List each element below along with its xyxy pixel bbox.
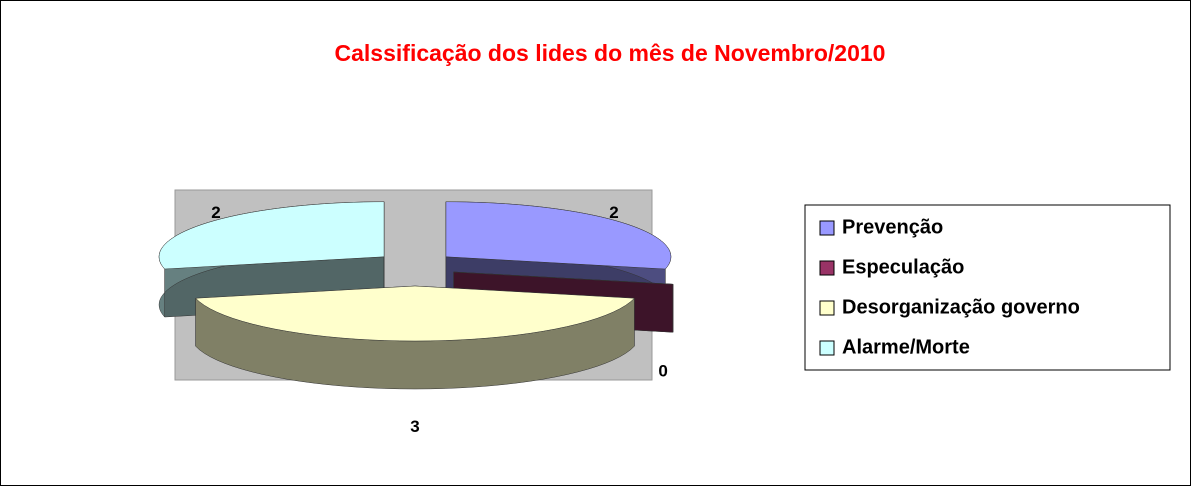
slice-top [158,201,385,270]
legend-swatch [819,220,835,236]
legend-swatch [819,300,835,316]
pie [158,201,674,390]
slice [195,285,635,390]
legend-label: Especulação [842,256,964,278]
legend-label: Desorganização governo [842,296,1080,318]
chart-title: Calssificação dos lides do mês de Novemb… [335,40,886,66]
slice-top [195,285,635,342]
data-label: 0 [658,361,667,380]
legend-label: Prevenção [842,216,943,238]
slice-top [445,201,672,270]
data-label: 2 [211,203,220,222]
legend [804,204,1171,371]
data-label: 3 [410,417,419,436]
legend-swatch [819,260,835,276]
legend-swatch [819,340,835,356]
legend-label: Alarme/Morte [842,336,970,358]
data-label: 2 [609,203,618,222]
